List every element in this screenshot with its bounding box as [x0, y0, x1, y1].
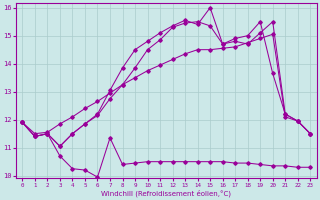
X-axis label: Windchill (Refroidissement éolien,°C): Windchill (Refroidissement éolien,°C) [101, 189, 231, 197]
